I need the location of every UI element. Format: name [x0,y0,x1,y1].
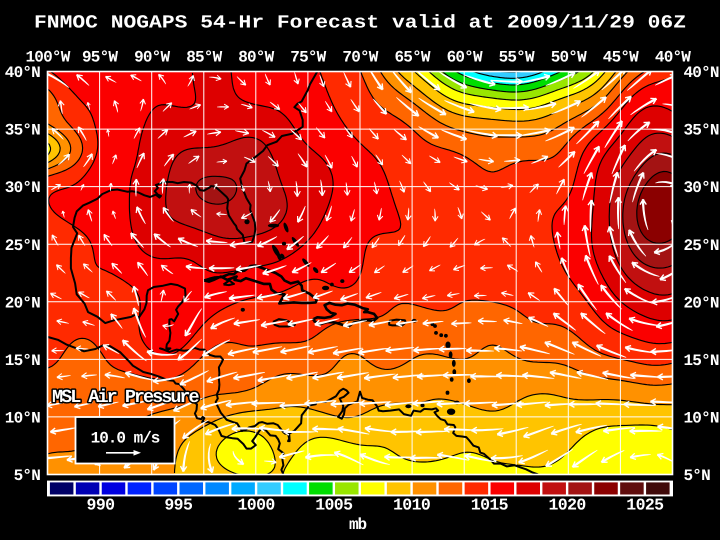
svg-text:20°N: 20°N [684,294,719,312]
svg-text:100°W: 100°W [25,49,70,67]
svg-text:1000: 1000 [237,496,274,515]
svg-text:80°W: 80°W [238,49,274,67]
svg-text:1010: 1010 [393,496,430,515]
svg-text:mb: mb [349,516,367,534]
svg-text:25°N: 25°N [5,237,40,255]
svg-text:1025: 1025 [626,496,664,515]
svg-text:75°W: 75°W [290,49,326,67]
svg-text:85°W: 85°W [186,49,222,67]
svg-text:65°W: 65°W [394,49,430,67]
svg-text:35°N: 35°N [684,122,719,140]
svg-text:40°N: 40°N [684,64,719,82]
svg-text:90°W: 90°W [134,49,170,67]
svg-text:10.0 m/s: 10.0 m/s [91,429,160,447]
svg-text:40°W: 40°W [655,49,691,67]
svg-text:5°N: 5°N [684,467,711,485]
svg-text:15°N: 15°N [5,352,40,370]
svg-text:25°N: 25°N [684,237,719,255]
svg-text:55°W: 55°W [499,49,535,67]
svg-text:35°N: 35°N [5,122,40,140]
svg-text:FNMOC NOGAPS 54-Hr Forecast va: FNMOC NOGAPS 54-Hr Forecast valid at 200… [34,13,686,34]
svg-text:1020: 1020 [548,496,585,515]
svg-text:40°N: 40°N [5,64,40,82]
svg-text:50°W: 50°W [551,49,587,67]
svg-text:MSL Air Pressure: MSL Air Pressure [52,387,200,408]
svg-text:5°N: 5°N [14,467,41,485]
svg-text:10°N: 10°N [684,410,719,428]
svg-text:70°W: 70°W [342,49,378,67]
svg-text:15°N: 15°N [684,352,719,370]
svg-text:10°N: 10°N [5,410,40,428]
svg-text:1005: 1005 [315,496,353,515]
svg-text:60°W: 60°W [447,49,483,67]
svg-text:95°W: 95°W [82,49,118,67]
svg-text:20°N: 20°N [5,294,40,312]
svg-text:1015: 1015 [471,496,509,515]
svg-text:30°N: 30°N [684,179,719,197]
svg-text:30°N: 30°N [5,179,40,197]
svg-text:990: 990 [87,496,115,515]
svg-text:45°W: 45°W [603,49,639,67]
svg-text:995: 995 [164,496,193,515]
